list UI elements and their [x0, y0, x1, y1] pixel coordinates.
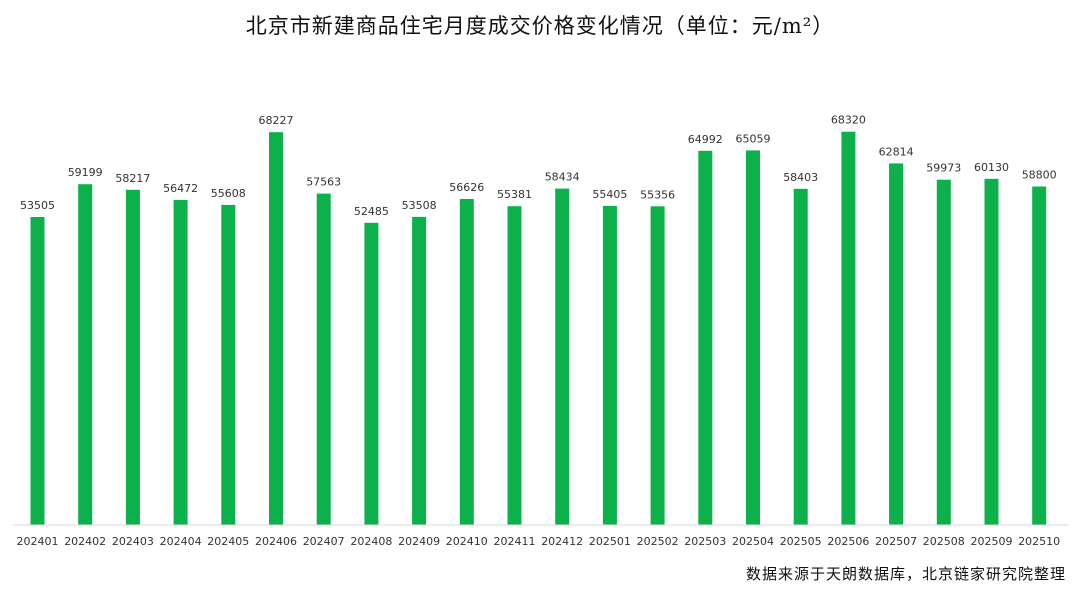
source-note: 数据来源于天朗数据库，北京链家研究院整理 [745, 565, 1066, 583]
tick-label-202405: 202405 [207, 535, 249, 548]
bar-202505 [793, 188, 808, 526]
tick-label-202407: 202407 [303, 535, 345, 548]
bar-202401 [30, 217, 45, 525]
data-label-202510: 58800 [1022, 169, 1057, 182]
data-label-202506: 68320 [831, 114, 866, 127]
data-label-202403: 58217 [115, 172, 150, 185]
data-label-202401: 53505 [20, 199, 55, 212]
bar-202405 [221, 204, 236, 525]
data-label-202501: 55405 [592, 188, 627, 201]
tick-label-202507: 202507 [875, 535, 917, 548]
data-label-202408: 52485 [354, 205, 389, 218]
tick-label-202410: 202410 [446, 535, 488, 548]
data-label-202505: 58403 [783, 171, 818, 184]
tick-label-202510: 202510 [1018, 535, 1060, 548]
chart-title: 北京市新建商品住宅月度成交价格变化情况（单位：元/m²） [245, 14, 835, 38]
data-label-202402: 59199 [68, 166, 103, 179]
bar-202502 [650, 206, 665, 526]
bar-202409 [412, 216, 427, 525]
data-label-202412: 58434 [545, 171, 580, 184]
data-label-202405: 55608 [211, 187, 246, 200]
data-label-202411: 55381 [497, 188, 532, 201]
tick-label-202404: 202404 [160, 535, 202, 548]
x-tick-labels: 202401 202402 202403 202404 202405 202406 2024… [17, 535, 1061, 548]
bar-202403 [125, 189, 140, 526]
data-label-202410: 56626 [449, 181, 484, 194]
bar-202404 [173, 199, 188, 525]
tick-label-202411: 202411 [494, 535, 536, 548]
data-label-202404: 56472 [163, 182, 198, 195]
tick-label-202409: 202409 [398, 535, 440, 548]
tick-label-202406: 202406 [255, 535, 297, 548]
data-label-202503: 64992 [688, 133, 723, 146]
tick-label-202401: 202401 [17, 535, 59, 548]
data-label-202502: 55356 [640, 188, 675, 201]
tick-label-202412: 202412 [541, 535, 583, 548]
bar-202507 [889, 163, 904, 525]
bar-202503 [698, 150, 713, 526]
tick-label-202501: 202501 [589, 535, 631, 548]
data-label-202406: 68227 [259, 114, 294, 127]
tick-label-202402: 202402 [64, 535, 106, 548]
tick-label-202508: 202508 [923, 535, 965, 548]
bar-202509 [984, 178, 999, 526]
bar-202410 [459, 199, 474, 525]
tick-label-202505: 202505 [780, 535, 822, 548]
data-label-202508: 59973 [926, 162, 961, 175]
bar-202406 [269, 132, 283, 525]
bar-202402 [78, 184, 93, 525]
data-label-202504: 65059 [736, 132, 771, 145]
tick-label-202504: 202504 [732, 535, 774, 548]
bar-202506 [841, 131, 856, 525]
bar-202412 [555, 188, 570, 525]
data-label-202409: 53508 [402, 199, 437, 212]
tick-label-202503: 202503 [684, 535, 726, 548]
bar-202407 [316, 193, 331, 525]
bar-202411 [507, 206, 522, 525]
tick-label-202403: 202403 [112, 535, 154, 548]
tick-label-202509: 202509 [971, 535, 1013, 548]
bar-202504 [746, 150, 760, 525]
data-label-202407: 57563 [306, 176, 341, 189]
bar-202408 [364, 222, 379, 526]
bar-series [30, 131, 1047, 526]
tick-label-202506: 202506 [827, 535, 869, 548]
data-label-202507: 62814 [879, 145, 914, 158]
bar-202510 [1032, 186, 1047, 525]
tick-label-202408: 202408 [350, 535, 392, 548]
data-labels: 53505 59199 58217 56472 55608 68227 57563 52485… [20, 114, 1057, 218]
data-label-202509: 60130 [974, 161, 1009, 174]
bar-202501 [602, 206, 617, 525]
bar-202508 [936, 179, 951, 525]
tick-label-202502: 202502 [637, 535, 679, 548]
